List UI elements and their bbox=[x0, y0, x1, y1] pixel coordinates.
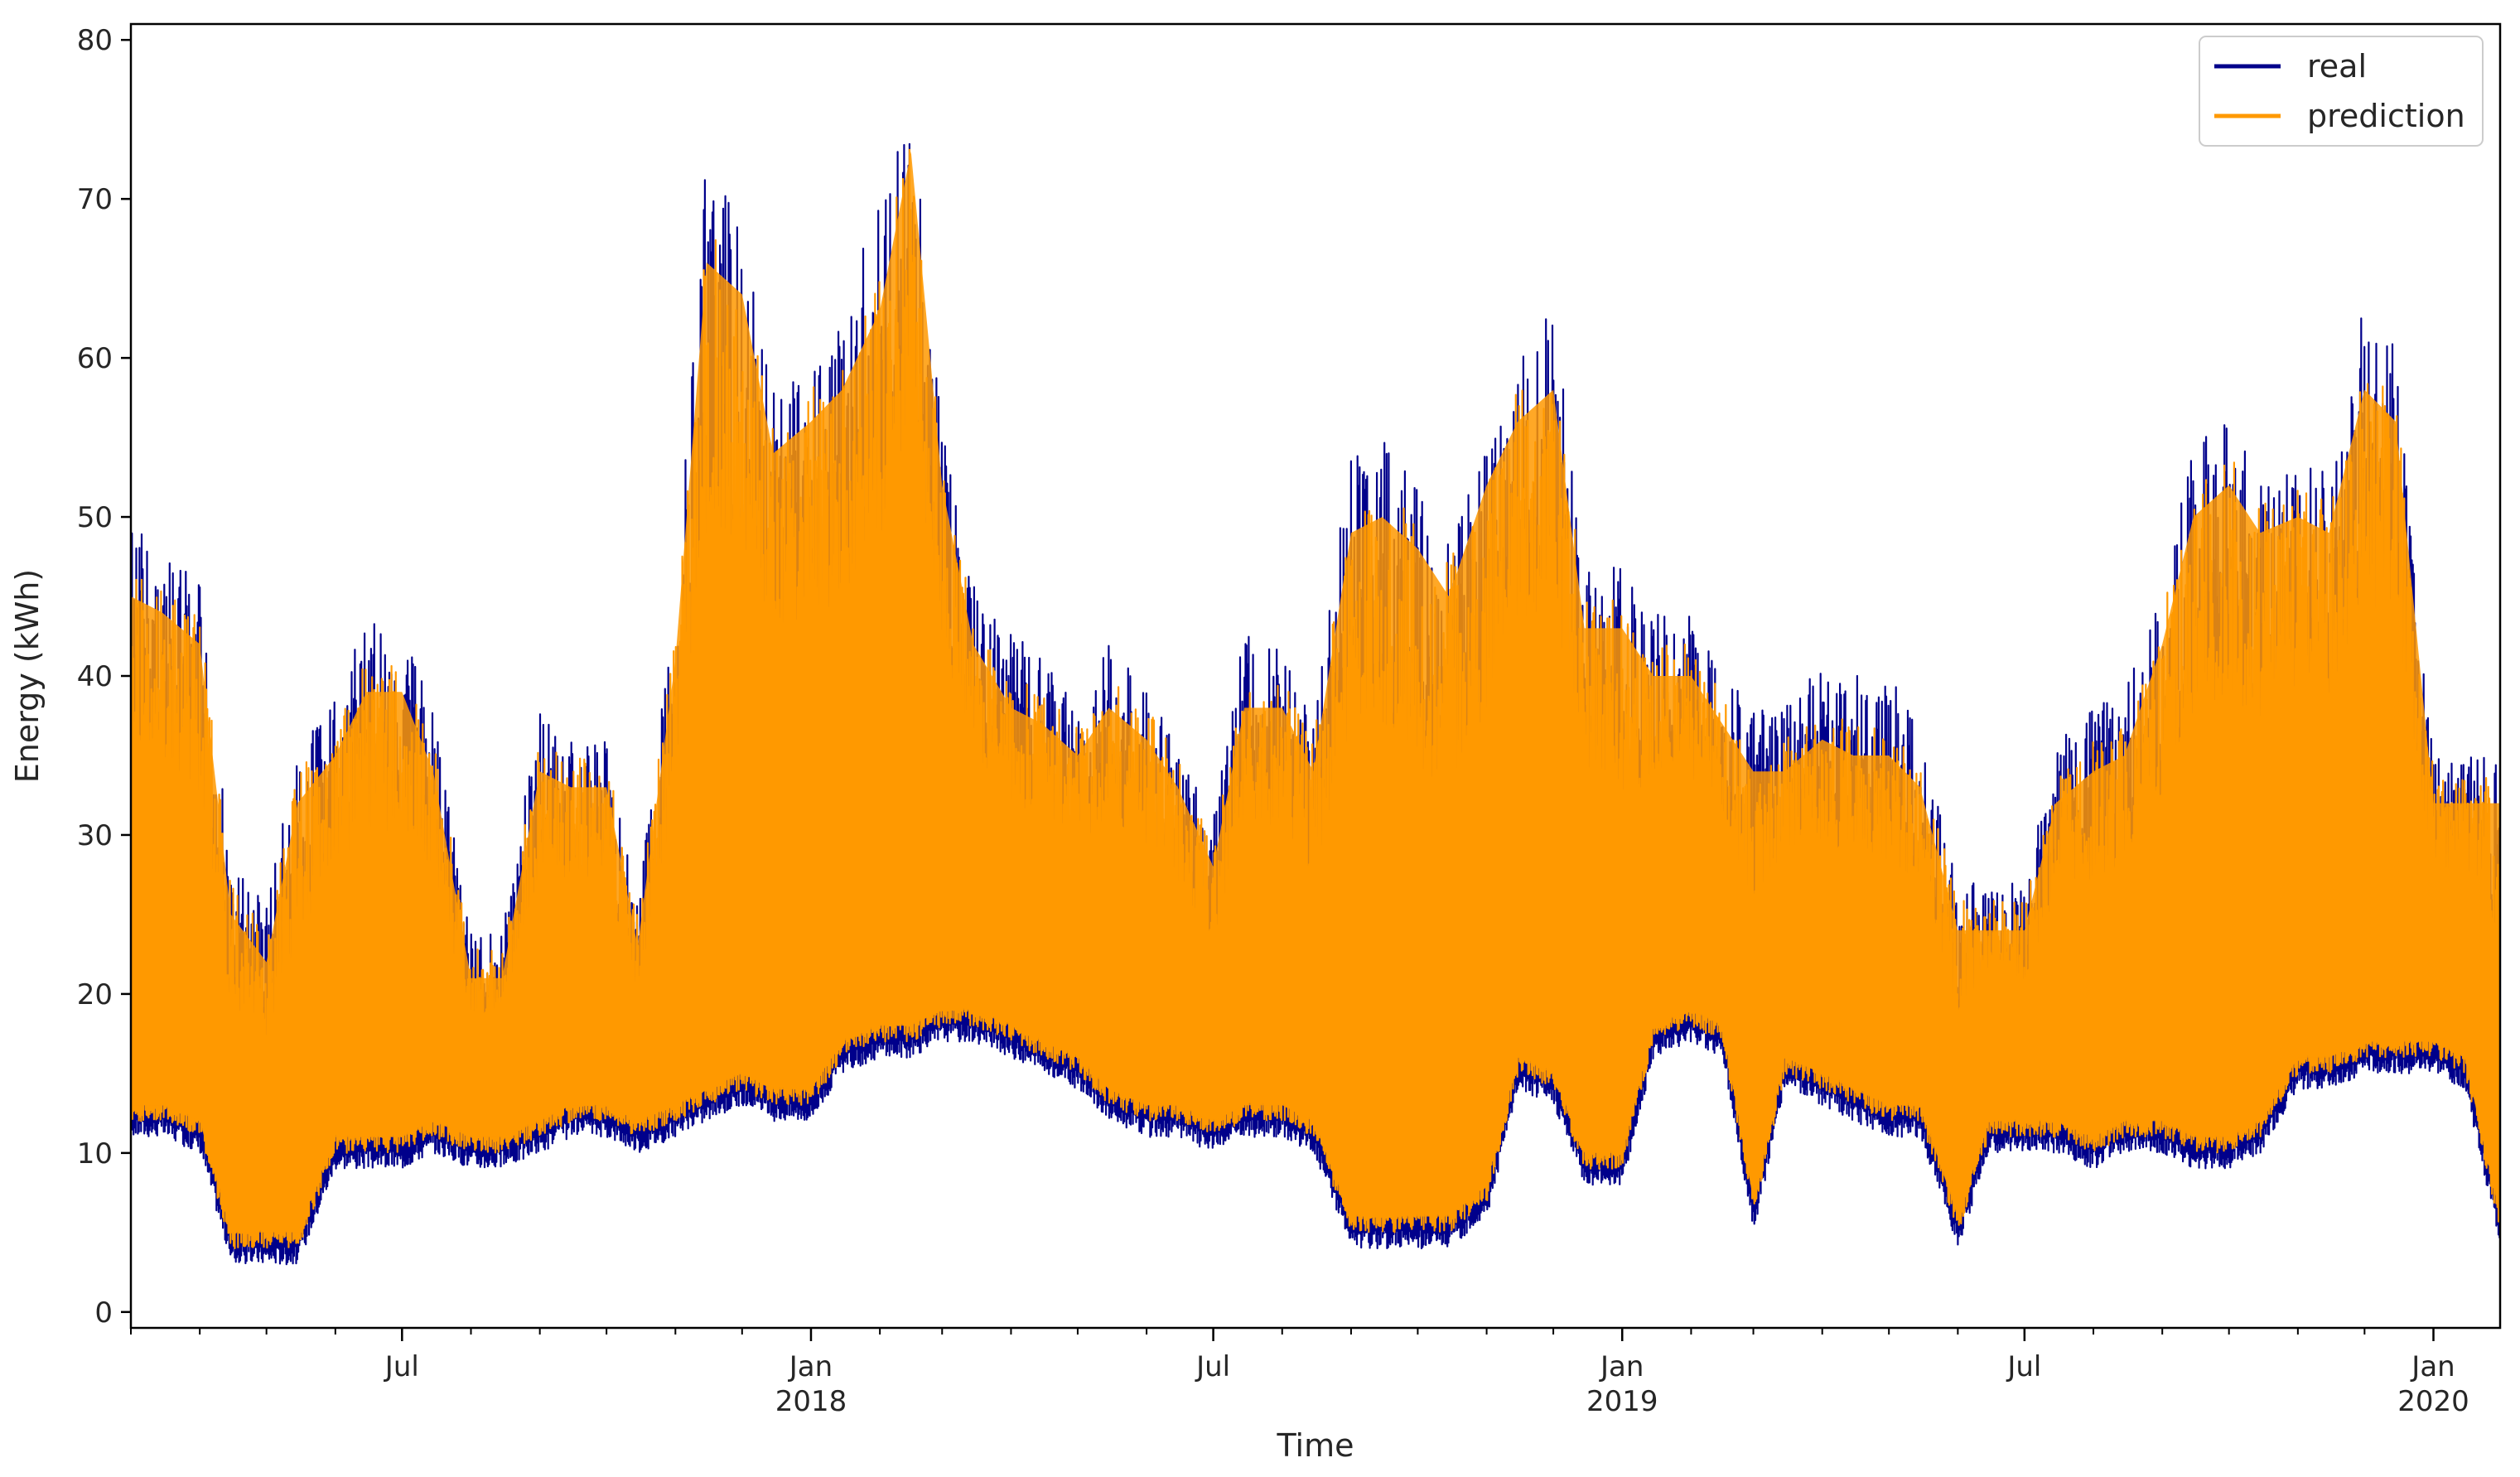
y-tick-label-0: 0 bbox=[94, 1296, 113, 1330]
x-tick-sublabel-3: 2019 bbox=[1586, 1385, 1658, 1418]
y-tick-label-50: 50 bbox=[77, 501, 113, 534]
x-axis-label: Time bbox=[1277, 1427, 1354, 1464]
y-tick-label-80: 80 bbox=[77, 24, 113, 57]
legend-box bbox=[2199, 36, 2484, 147]
legend-label-prediction: prediction bbox=[2307, 98, 2465, 134]
legend-label-real: real bbox=[2307, 48, 2367, 84]
y-axis-label: Energy (kWh) bbox=[9, 569, 46, 783]
y-tick-label-70: 70 bbox=[77, 183, 113, 216]
series-layer bbox=[131, 142, 2500, 1266]
y-axis-ticks: 0 10 20 30 40 50 60 70 80 bbox=[77, 24, 131, 1330]
y-tick-label-30: 30 bbox=[77, 819, 113, 852]
y-tick-label-60: 60 bbox=[77, 342, 113, 375]
y-tick-label-20: 20 bbox=[77, 978, 113, 1011]
y-tick-label-40: 40 bbox=[77, 660, 113, 693]
x-tick-label-5: Jan bbox=[2410, 1350, 2455, 1383]
x-tick-label-1: Jan bbox=[788, 1350, 833, 1383]
y-tick-label-10: 10 bbox=[77, 1137, 113, 1170]
x-tick-sublabel-5: 2020 bbox=[2397, 1385, 2469, 1418]
series-prediction bbox=[131, 148, 2500, 1249]
x-tick-label-4: Jul bbox=[2006, 1350, 2041, 1383]
x-tick-sublabel-1: 2018 bbox=[775, 1385, 847, 1418]
series-envelope-prediction bbox=[131, 151, 2500, 1233]
legend: real prediction bbox=[2199, 36, 2484, 147]
x-tick-label-2: Jul bbox=[1195, 1350, 1230, 1383]
x-tick-label-3: Jan bbox=[1599, 1350, 1644, 1383]
x-tick-label-0: Jul bbox=[384, 1350, 419, 1383]
